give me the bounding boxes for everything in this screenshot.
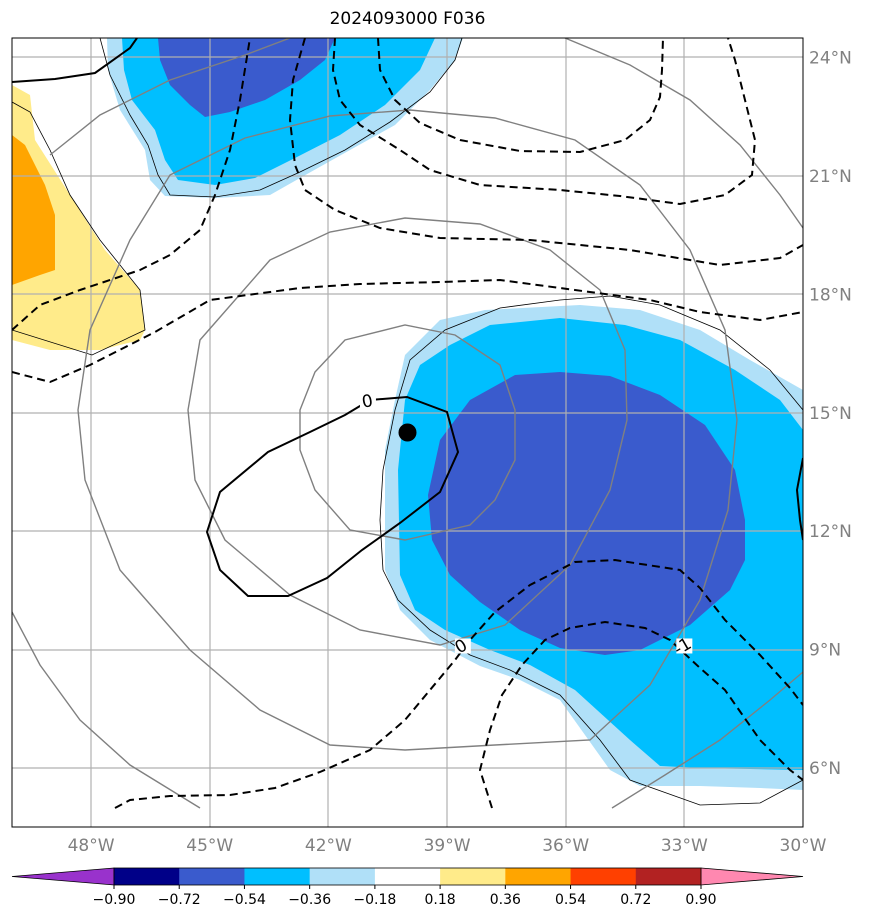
solid-contours [12, 38, 803, 597]
colorbar-segment [309, 868, 376, 885]
colorbar-segment [635, 868, 702, 885]
lon-tick-label: 36°W [542, 836, 589, 856]
positive-anomaly-west [12, 85, 145, 350]
map-title: 2024093000 F036 [329, 9, 486, 29]
colorbar-segment [374, 868, 441, 885]
gray-contours [12, 38, 803, 809]
lat-tick-label: 12°N [809, 522, 852, 542]
map-area [12, 38, 803, 827]
colorbar-segment [114, 868, 180, 885]
colorbar-tick-label: 0.90 [685, 892, 716, 908]
lat-tick-label: 18°N [809, 285, 852, 305]
lon-tick-label: 45°W [186, 836, 233, 856]
lon-tick-label: 42°W [305, 836, 352, 856]
lat-tick-label: 21°N [809, 167, 852, 187]
colorbar-segment [440, 868, 506, 885]
lon-tick-label: 30°W [780, 836, 827, 856]
dashed-contours [12, 38, 803, 809]
lat-tick-label: 9°N [809, 640, 841, 660]
lat-tick-label: 24°N [809, 49, 852, 69]
lon-tick-label: 33°W [661, 836, 708, 856]
colorbar-over-extension [700, 867, 804, 886]
lat-tick-label: 15°N [809, 404, 852, 424]
colorbar-tick-label: 0.36 [490, 892, 521, 908]
lon-tick-label: 39°W [424, 836, 471, 856]
longitude-axis: 48°W 45°W 42°W 39°W 36°W 33°W 30°W [68, 836, 827, 856]
negative-anomaly-main [385, 305, 803, 790]
lon-tick-label: 48°W [68, 836, 115, 856]
colorbar-segment [505, 868, 572, 885]
colorbar-tick-label: −0.54 [223, 892, 266, 908]
gridlines [12, 38, 803, 827]
colorbar-tick-label: 0.54 [555, 892, 586, 908]
colorbar-tick-label: 0.72 [620, 892, 651, 908]
lat-tick-label: 6°N [809, 759, 841, 779]
colorbar-tick-label: −0.90 [93, 892, 136, 908]
latitude-axis: 24°N 21°N 18°N 15°N 12°N 9°N 6°N [809, 49, 852, 779]
negative-anomaly-north [107, 38, 463, 198]
contour-label: 0 [360, 391, 374, 413]
colorbar-tick-label: −0.72 [158, 892, 201, 908]
shading-outlines [12, 38, 803, 806]
map-frame [11, 37, 804, 828]
colorbar-tick-label: 0.18 [425, 892, 456, 908]
colorbar-tick-label: −0.36 [288, 892, 331, 908]
colorbar-under-extension [11, 867, 115, 886]
colorbar-segment [244, 868, 311, 885]
storm-center-marker [398, 423, 417, 442]
colorbar-segment [179, 868, 245, 885]
colorbar-tick-label: −0.18 [353, 892, 396, 908]
colorbar: −0.90 −0.72 −0.54 −0.36 −0.18 0.18 0.36 0.54 0.7… [11, 867, 804, 908]
colorbar-segment [570, 868, 637, 885]
